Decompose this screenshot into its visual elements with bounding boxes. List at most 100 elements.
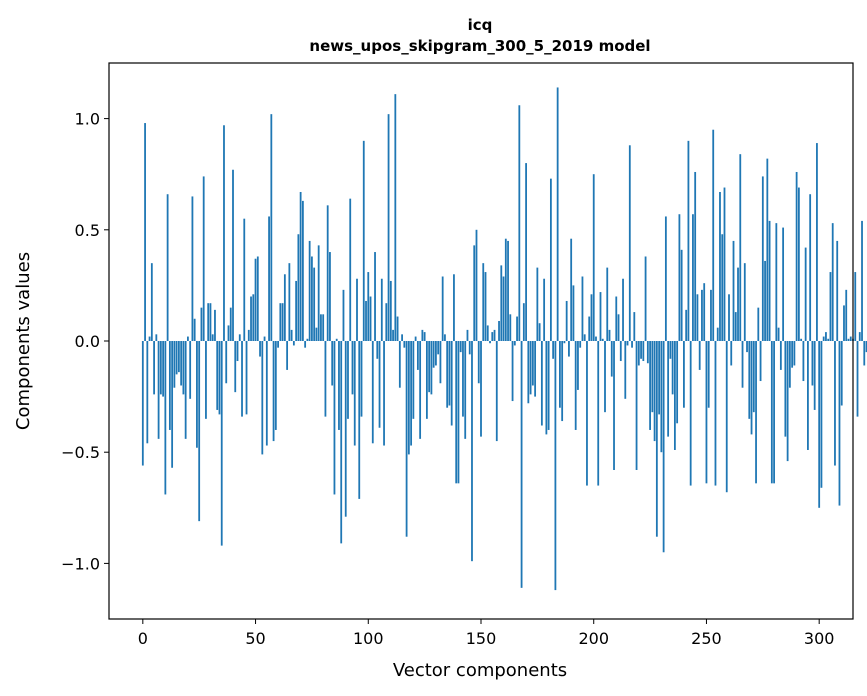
- y-axis-label: Components values: [13, 252, 34, 430]
- bar: [552, 341, 555, 359]
- bar: [216, 341, 219, 410]
- bar: [586, 341, 588, 486]
- bar: [410, 341, 413, 446]
- bar: [444, 334, 446, 341]
- bar: [311, 256, 313, 341]
- bar: [734, 312, 737, 341]
- bar: [189, 341, 192, 399]
- bar: [671, 341, 674, 395]
- bar: [347, 341, 349, 419]
- bar: [834, 341, 836, 466]
- bar: [788, 341, 791, 388]
- bar: [168, 341, 171, 430]
- x-axis: 0 50 100 150 200 250 300: [138, 619, 834, 648]
- bar: [162, 341, 165, 397]
- bar: [421, 329, 424, 341]
- bar: [265, 341, 268, 446]
- bar: [205, 341, 207, 419]
- bar: [324, 341, 327, 417]
- bar: [725, 341, 728, 493]
- bar: [455, 341, 458, 484]
- bar: [822, 336, 825, 341]
- bar: [150, 263, 153, 341]
- x-tick-label: 200: [578, 629, 609, 648]
- bar: [374, 252, 376, 341]
- bar: [177, 341, 180, 373]
- bar: [795, 171, 798, 341]
- bar: [511, 341, 514, 402]
- bar: [743, 263, 746, 341]
- bar: [500, 265, 503, 341]
- bar: [493, 329, 496, 341]
- bar: [480, 341, 482, 437]
- bar: [356, 278, 358, 341]
- bar: [439, 341, 442, 384]
- bar: [288, 263, 291, 341]
- bar: [466, 329, 469, 341]
- bar: [759, 341, 762, 382]
- bar: [290, 329, 293, 341]
- bar: [782, 227, 785, 341]
- bar: [211, 334, 214, 341]
- bar: [685, 309, 688, 341]
- bar: [306, 338, 309, 341]
- bar: [813, 341, 816, 410]
- bar: [642, 341, 645, 362]
- bar: [518, 105, 521, 341]
- bar: [669, 341, 672, 359]
- bar: [220, 341, 223, 546]
- bar: [692, 214, 694, 341]
- bar: [655, 341, 658, 537]
- bar: [272, 341, 275, 442]
- bar: [232, 169, 234, 341]
- bar: [628, 145, 631, 341]
- bar: [371, 341, 374, 444]
- bar: [554, 341, 557, 591]
- bar: [180, 341, 183, 386]
- bar: [556, 87, 559, 342]
- bar: [295, 280, 298, 341]
- bar: [549, 178, 552, 341]
- bar: [414, 336, 417, 341]
- bar: [223, 125, 225, 342]
- bar: [761, 176, 764, 341]
- bar: [349, 198, 352, 341]
- bar: [847, 338, 850, 341]
- bar: [200, 307, 203, 341]
- bar: [398, 341, 401, 388]
- bar: [193, 318, 196, 341]
- bar: [369, 296, 372, 341]
- bar: [182, 341, 185, 395]
- bar: [396, 316, 399, 341]
- x-tick-label: 50: [245, 629, 265, 648]
- bar: [730, 341, 733, 366]
- bar: [635, 341, 638, 470]
- bar: [437, 341, 440, 355]
- bar: [387, 114, 390, 342]
- bar: [858, 332, 861, 341]
- bar: [141, 341, 144, 466]
- bar: [428, 341, 431, 393]
- bar: [854, 272, 857, 341]
- bar: [559, 341, 561, 408]
- bar: [849, 336, 852, 341]
- bar: [721, 234, 724, 341]
- bar: [568, 341, 570, 357]
- y-tick-label: 0.0: [75, 332, 100, 351]
- bar: [561, 341, 564, 422]
- bar: [146, 341, 149, 444]
- bar: [773, 341, 775, 484]
- bar: [516, 316, 518, 341]
- bar: [157, 341, 160, 439]
- bar: [329, 252, 331, 341]
- bar: [148, 336, 151, 341]
- bar: [441, 276, 444, 341]
- bar: [660, 341, 663, 453]
- bar: [651, 341, 654, 413]
- bar: [865, 341, 867, 353]
- bar-series: [141, 87, 867, 591]
- bar: [252, 294, 255, 341]
- bar: [644, 256, 647, 341]
- bar: [464, 341, 467, 439]
- bar: [297, 234, 300, 341]
